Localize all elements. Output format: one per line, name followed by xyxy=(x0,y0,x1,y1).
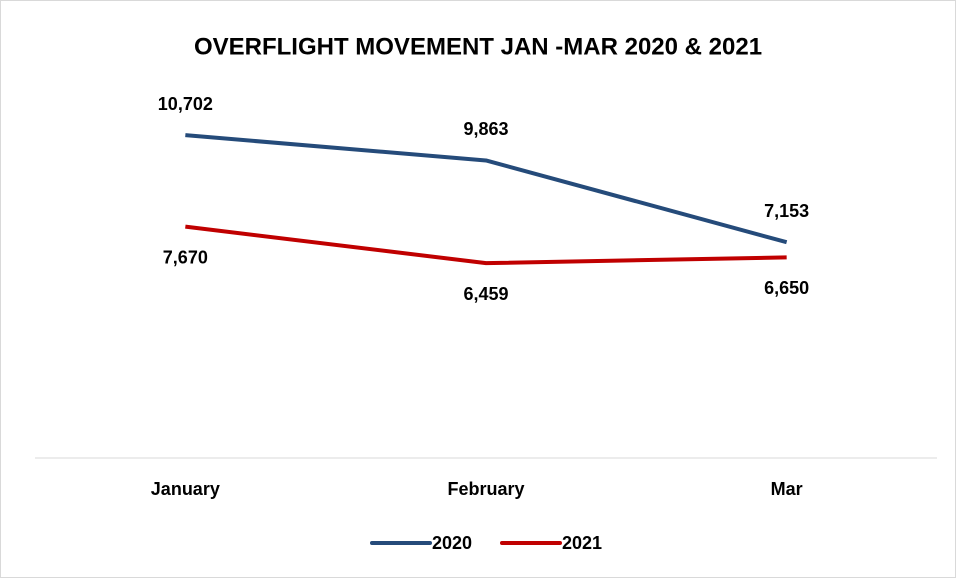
data-label: 7,153 xyxy=(764,201,809,221)
data-label: 9,863 xyxy=(463,119,508,139)
x-tick-label: January xyxy=(151,479,220,499)
data-label: 10,702 xyxy=(158,94,213,114)
data-label: 6,459 xyxy=(463,284,508,304)
legend-label: 2021 xyxy=(562,533,602,553)
x-tick-label: February xyxy=(447,479,524,499)
data-label: 7,670 xyxy=(163,247,208,267)
chart-title: OVERFLIGHT MOVEMENT JAN -MAR 2020 & 2021 xyxy=(194,33,762,60)
x-tick-label: Mar xyxy=(771,479,803,499)
legend-label: 2020 xyxy=(432,533,472,553)
data-label: 6,650 xyxy=(764,278,809,298)
line-series xyxy=(185,224,787,266)
line-series xyxy=(185,133,788,245)
